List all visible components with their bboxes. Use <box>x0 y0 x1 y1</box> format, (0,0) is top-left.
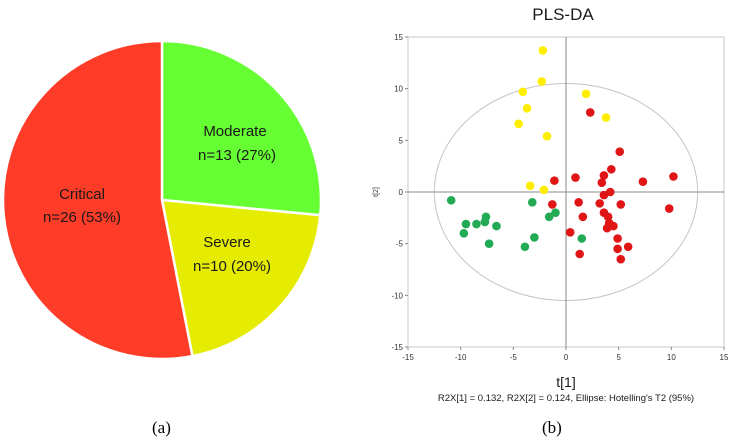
point-severe <box>537 77 547 86</box>
pie-label-severe: Severe <box>203 234 251 251</box>
point-moderate <box>459 229 469 238</box>
point-moderate <box>520 242 530 252</box>
caption-a: (a) <box>152 418 171 437</box>
point-severe <box>522 104 532 113</box>
point-critical <box>599 171 609 180</box>
caption-b: (b) <box>542 418 562 437</box>
point-critical <box>623 242 633 252</box>
pls-da-chart: PLS-DA -15 -10 -5 0 5 10 15 -15 -10 -5 0 5 10 15 t[2]… <box>373 5 729 404</box>
point-critical <box>613 244 622 254</box>
grid <box>408 37 724 347</box>
point-critical <box>613 234 622 243</box>
point-severe <box>581 89 591 99</box>
point-critical <box>616 254 626 264</box>
point-moderate <box>492 221 501 231</box>
x-tick-label: 0 <box>564 353 569 362</box>
y-tick-label: 5 <box>399 136 404 145</box>
point-critical <box>550 176 559 185</box>
point-moderate <box>527 198 537 207</box>
point-moderate <box>446 195 456 205</box>
y-tick-label: 0 <box>399 188 404 197</box>
point-moderate <box>577 234 587 243</box>
chart-title: PLS-DA <box>532 5 594 24</box>
point-critical <box>585 108 595 117</box>
y-tick-label: -5 <box>396 240 404 249</box>
point-critical <box>669 172 678 181</box>
pie-slice-critical <box>1 39 194 361</box>
axis-ticks: -15 -10 -5 0 5 10 15 -15 -10 -5 0 5 10 15 <box>391 33 729 362</box>
point-moderate <box>461 219 471 229</box>
point-moderate <box>530 233 539 242</box>
pie-slice-moderate <box>160 39 323 217</box>
point-severe <box>525 181 535 191</box>
point-critical <box>597 178 607 187</box>
y-tick-label: 15 <box>394 33 403 42</box>
point-critical <box>595 199 605 208</box>
point-critical <box>571 173 580 182</box>
point-moderate <box>551 208 560 217</box>
point-severe <box>601 113 611 122</box>
y-axis-label: t[2] <box>373 187 380 197</box>
point-severe <box>538 46 548 55</box>
point-severe <box>518 87 528 97</box>
point-critical <box>575 249 584 259</box>
point-critical <box>565 228 575 237</box>
point-critical <box>664 204 674 213</box>
pie-count-moderate: n=13 (27%) <box>198 147 276 164</box>
x-tick-label: 10 <box>667 353 676 362</box>
y-tick-label: 10 <box>394 85 403 94</box>
point-severe <box>514 119 523 129</box>
point-critical <box>615 147 625 156</box>
point-critical <box>548 200 557 209</box>
x-tick-label: -15 <box>402 353 414 362</box>
y-tick-label: -15 <box>391 343 403 352</box>
point-critical <box>606 164 616 174</box>
pie-slices <box>1 39 323 361</box>
x-tick-label: 5 <box>616 353 621 362</box>
chart-footnote: R2X[1] = 0.132, R2X[2] = 0.124, Ellipse:… <box>438 393 694 404</box>
pie-count-critical: n=26 (53%) <box>43 209 121 226</box>
pie-label-moderate: Moderate <box>203 123 266 140</box>
x-axis-label: t[1] <box>556 374 575 390</box>
point-moderate <box>481 212 491 222</box>
point-critical <box>578 212 588 222</box>
pie-chart: Critical n=26 (53%) Moderate n=13 (27%) … <box>1 39 323 361</box>
point-critical <box>605 187 615 197</box>
point-moderate <box>484 239 494 248</box>
point-moderate <box>544 212 554 222</box>
point-critical <box>602 223 612 233</box>
point-severe <box>539 185 549 195</box>
point-critical <box>616 200 626 209</box>
x-tick-label: 15 <box>720 353 729 362</box>
point-severe <box>542 131 552 141</box>
point-critical <box>574 198 583 207</box>
x-tick-label: -10 <box>455 353 467 362</box>
pie-slice-severe <box>160 198 322 358</box>
pie-label-critical: Critical <box>59 186 105 203</box>
pie-count-severe: n=10 (20%) <box>193 258 271 275</box>
x-tick-label: -5 <box>510 353 518 362</box>
y-tick-label: -10 <box>391 291 403 300</box>
point-moderate <box>472 219 481 229</box>
point-critical <box>638 177 648 186</box>
data-points <box>446 46 678 264</box>
